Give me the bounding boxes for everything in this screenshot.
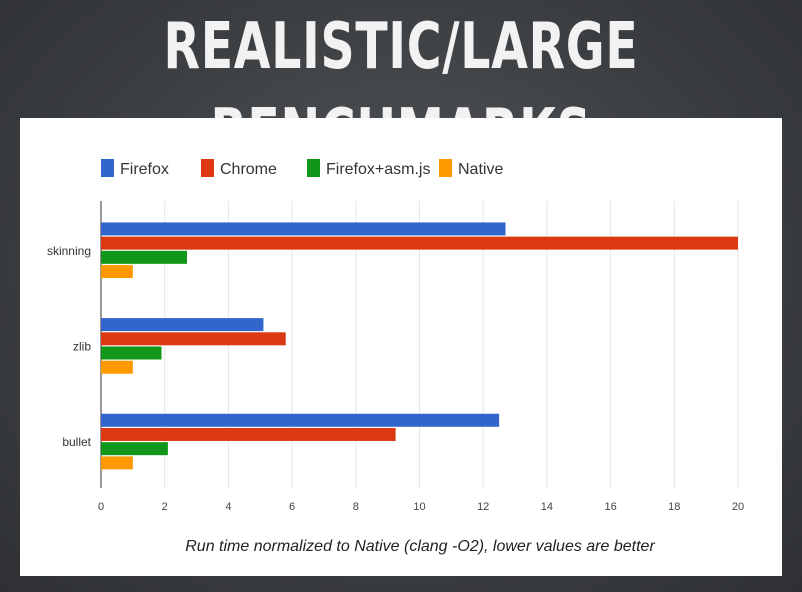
legend-label: Firefox: [120, 161, 169, 178]
x-tick-label: 8: [353, 501, 359, 513]
x-tick-label: 14: [541, 501, 553, 513]
legend-swatch: [439, 159, 452, 177]
x-tick-label: 4: [225, 501, 231, 513]
x-tick-label: 18: [668, 501, 680, 513]
bar: [101, 346, 162, 360]
legend-swatch: [307, 159, 320, 177]
x-tick-label: 10: [413, 501, 425, 513]
bar: [101, 332, 286, 346]
bar-chart: 0 2 4 6 8 10 12 14 16 18 20 skinning zlib bullet Firef…: [47, 159, 744, 555]
legend-swatch: [201, 159, 214, 177]
x-tick-label: 20: [732, 501, 744, 513]
bar: [101, 442, 168, 456]
x-axis-title: Run time normalized to Native (clang -O2…: [185, 538, 655, 555]
bar: [101, 360, 133, 374]
y-category-label: zlib: [73, 340, 91, 354]
y-category-label: bullet: [62, 435, 91, 449]
x-tick-label: 6: [289, 501, 295, 513]
bar: [101, 222, 506, 236]
x-tick-label: 0: [98, 501, 104, 513]
bar: [101, 413, 500, 427]
bar: [101, 250, 187, 264]
bar: [101, 236, 738, 250]
legend-swatch: [101, 159, 114, 177]
legend-label: Chrome: [220, 161, 277, 178]
bar: [101, 427, 396, 441]
chart-panel: 0 2 4 6 8 10 12 14 16 18 20 skinning zlib bullet Firef…: [20, 118, 782, 576]
bar: [101, 456, 133, 470]
legend-label: Firefox+asm.js: [326, 161, 430, 178]
x-tick-label: 2: [162, 501, 168, 513]
bar: [101, 318, 264, 332]
slide-title: REALISTIC/LARGE BENCHMARKS: [163, 10, 639, 170]
y-category-label: skinning: [47, 244, 91, 258]
x-tick-label: 16: [604, 501, 616, 513]
legend-label: Native: [458, 161, 503, 178]
x-tick-label: 12: [477, 501, 489, 513]
bar: [101, 265, 133, 279]
